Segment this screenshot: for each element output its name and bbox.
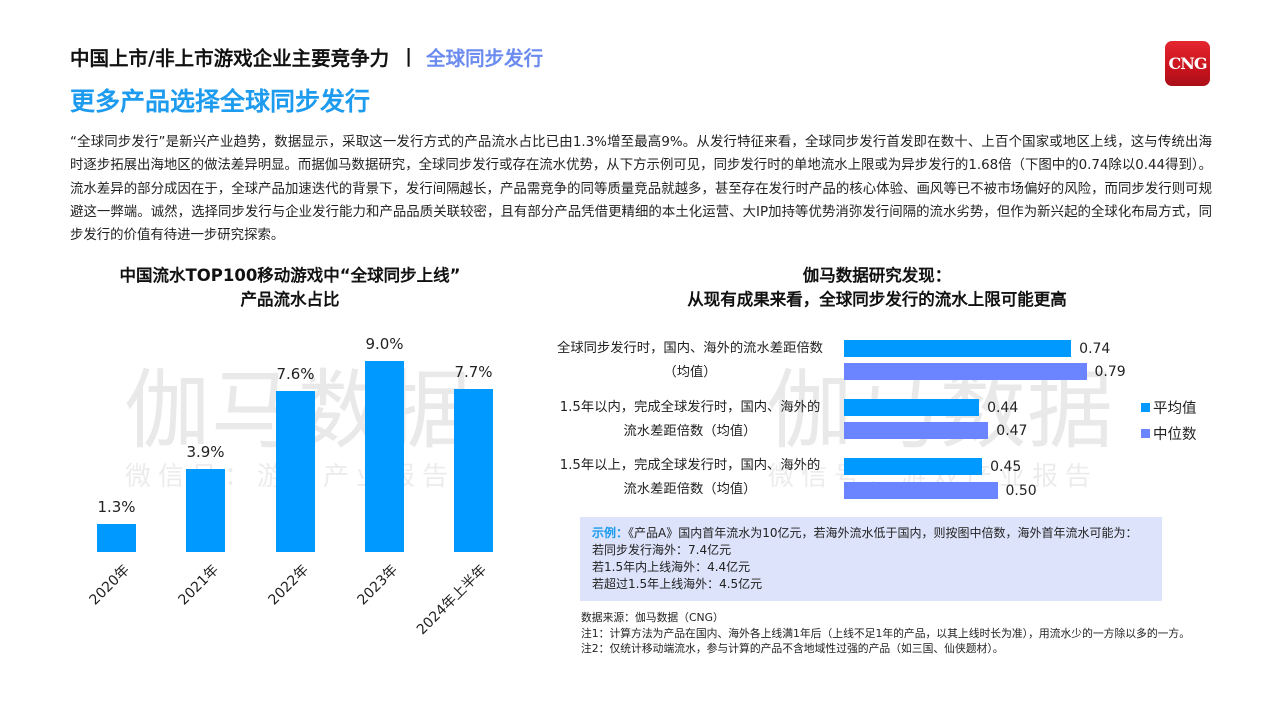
- category-label-line: 1.5年以内，完成全球发行时，国内、海外的: [559, 400, 821, 415]
- example-line: 若超过1.5年上线海外：4.5亿元: [592, 577, 763, 591]
- example-label: 示例：: [592, 526, 629, 540]
- legend-item-mean: 平均值: [1141, 397, 1197, 418]
- bar: [844, 399, 980, 416]
- left-bar-chart-plot: 1.3% 3.9% 7.6% 9.0% 7.7%: [70, 330, 510, 552]
- legend-swatch-icon: [1141, 403, 1150, 412]
- bar-column-2024h1: 7.7%: [454, 330, 493, 552]
- left-chart-title: 中国流水TOP100移动游戏中“全球同步上线” 产品流水占比: [90, 264, 490, 312]
- example-box: 示例：《产品A》国内首年流水为10亿元，若海外流水低于国内，则按图中倍数，海外首…: [580, 517, 1162, 601]
- intro-line: “全球同步发行”是新兴产业趋势，数据显示，采取这一发行方式的产品流水占比已由1.…: [70, 135, 1212, 150]
- bar: [844, 422, 989, 439]
- x-axis-label-text: 2020年: [86, 562, 134, 609]
- footnotes: 数据来源：伽马数据（CNG） 注1：计算方法为产品在国内、海外各上线满1年后（上…: [581, 610, 1190, 657]
- x-axis-label-text: 2024年上半年: [414, 562, 491, 639]
- category-label-line: 流水差距倍数（均值）: [623, 424, 757, 439]
- example-line: 若1.5年内上线海外：4.4亿元: [592, 560, 751, 574]
- page-header: 中国上市/非上市游戏企业主要竞争力 | 全球同步发行: [70, 43, 544, 70]
- title-separator: |: [405, 45, 413, 67]
- hbar-row-mean: 0.74: [844, 340, 1110, 357]
- bar-value-label: 0.50: [1005, 482, 1037, 499]
- bar: [365, 361, 404, 552]
- cng-logo-icon: CNG: [1165, 41, 1210, 86]
- bar-value-label: 7.6%: [276, 364, 315, 383]
- hbar-row-mean: 0.44: [844, 399, 1018, 416]
- bar: [844, 458, 983, 475]
- legend-label: 平均值: [1153, 401, 1197, 417]
- bar-value-label: 9.0%: [365, 335, 404, 354]
- x-axis-label-text: 2022年: [265, 562, 313, 609]
- category-label-line: 流水差距倍数（均值）: [623, 482, 757, 497]
- note-1: 注1：计算方法为产品在国内、海外各上线满1年后（上线不足1年的产品，以其上线时长…: [581, 626, 1191, 640]
- right-chart-title-line: 从现有成果来看，全球同步发行的流水上限可能更高: [687, 290, 1067, 309]
- example-line: 若同步发行海外：7.4亿元: [592, 543, 732, 557]
- bar-value-label: 0.47: [996, 422, 1028, 439]
- section-title: 全球同步发行: [426, 46, 544, 70]
- logo-text: CNG: [1168, 54, 1207, 73]
- bar: [97, 524, 136, 552]
- right-chart-title: 伽马数据研究发现： 从现有成果来看，全球同步发行的流水上限可能更高: [627, 264, 1127, 312]
- bar-value-label: 1.3%: [97, 498, 136, 517]
- intro-line: 避这一弊端。诚然，选择同步发行与企业发行能力和产品品质关联较密，且有部分产品凭借…: [70, 204, 1212, 220]
- example-intro: 示例：《产品A》国内首年流水为10亿元，若海外流水低于国内，则按图中倍数，海外首…: [592, 525, 1150, 542]
- right-chart-title-line: 伽马数据研究发现：: [802, 266, 952, 285]
- bar-column-2023: 9.0%: [365, 330, 404, 552]
- report-title: 中国上市/非上市游戏企业主要竞争力: [70, 46, 390, 70]
- category-label-line: 全球同步发行时，国内、海外的流水差距倍数: [557, 341, 823, 356]
- hbar-row-median: 0.47: [844, 422, 1027, 439]
- intro-paragraph: “全球同步发行”是新兴产业趋势，数据显示，采取这一发行方式的产品流水占比已由1.…: [70, 131, 1212, 247]
- bar: [844, 340, 1072, 357]
- bar: [844, 363, 1087, 380]
- hbar-row-median: 0.79: [844, 363, 1126, 380]
- bar-value-label: 0.44: [987, 399, 1019, 416]
- intro-line: 流水差异的部分成因在于，全球产品加速迭代的背景下，发行间隔越长，产品需竞争的同等…: [70, 181, 1212, 197]
- legend-swatch-icon: [1141, 429, 1150, 438]
- hbar-row-median: 0.50: [844, 482, 1037, 499]
- left-chart-title-line: 中国流水TOP100移动游戏中“全球同步上线”: [119, 266, 461, 285]
- bar-value-label: 0.45: [990, 458, 1022, 475]
- page-heading: 更多产品选择全球同步发行: [70, 87, 371, 116]
- example-intro-text: 《产品A》国内首年流水为10亿元，若海外流水低于国内，则按图中倍数，海外首年流水…: [628, 526, 1138, 540]
- bar-column-2020: 1.3%: [97, 330, 136, 552]
- bar-value-label: 0.79: [1094, 363, 1126, 380]
- category-label-line: 1.5年以上，完成全球发行时，国内、海外的: [559, 458, 821, 473]
- intro-line: 步发行的价值有待进一步研究探索。: [70, 228, 285, 244]
- x-axis-label-text: 2021年: [175, 562, 223, 609]
- hbar-row-mean: 0.45: [844, 458, 1021, 475]
- bar: [454, 388, 493, 552]
- legend-item-median: 中位数: [1141, 423, 1197, 444]
- bar-column-2022: 7.6%: [276, 330, 315, 552]
- category-label: 1.5年以上，完成全球发行时，国内、海外的 流水差距倍数（均值）: [540, 454, 840, 502]
- note-2: 注2：仅统计移动端流水，参与计算的产品不含地域性过强的产品（如三国、仙侠题材）。: [581, 642, 1004, 655]
- data-source: 数据来源：伽马数据（CNG）: [581, 611, 724, 624]
- bar-value-label: 0.74: [1079, 340, 1111, 357]
- bar-value-label: 3.9%: [186, 443, 225, 462]
- bar-value-label: 7.7%: [454, 362, 493, 381]
- intro-line: 时逐步拓展出海地区的做法差异明显。而据伽马数据研究，全球同步发行或存在流水优势，…: [70, 158, 1212, 174]
- bar: [276, 390, 315, 552]
- bar-column-2021: 3.9%: [186, 330, 225, 552]
- bar: [844, 482, 998, 499]
- category-label-line: （均值）: [663, 365, 717, 380]
- bar: [186, 469, 225, 552]
- left-chart-title-line: 产品流水占比: [240, 290, 340, 309]
- category-label: 1.5年以内，完成全球发行时，国内、海外的 流水差距倍数（均值）: [540, 396, 840, 444]
- legend-label: 中位数: [1153, 427, 1197, 443]
- x-axis-label-text: 2023年: [354, 562, 402, 609]
- category-label: 全球同步发行时，国内、海外的流水差距倍数 （均值）: [540, 337, 840, 385]
